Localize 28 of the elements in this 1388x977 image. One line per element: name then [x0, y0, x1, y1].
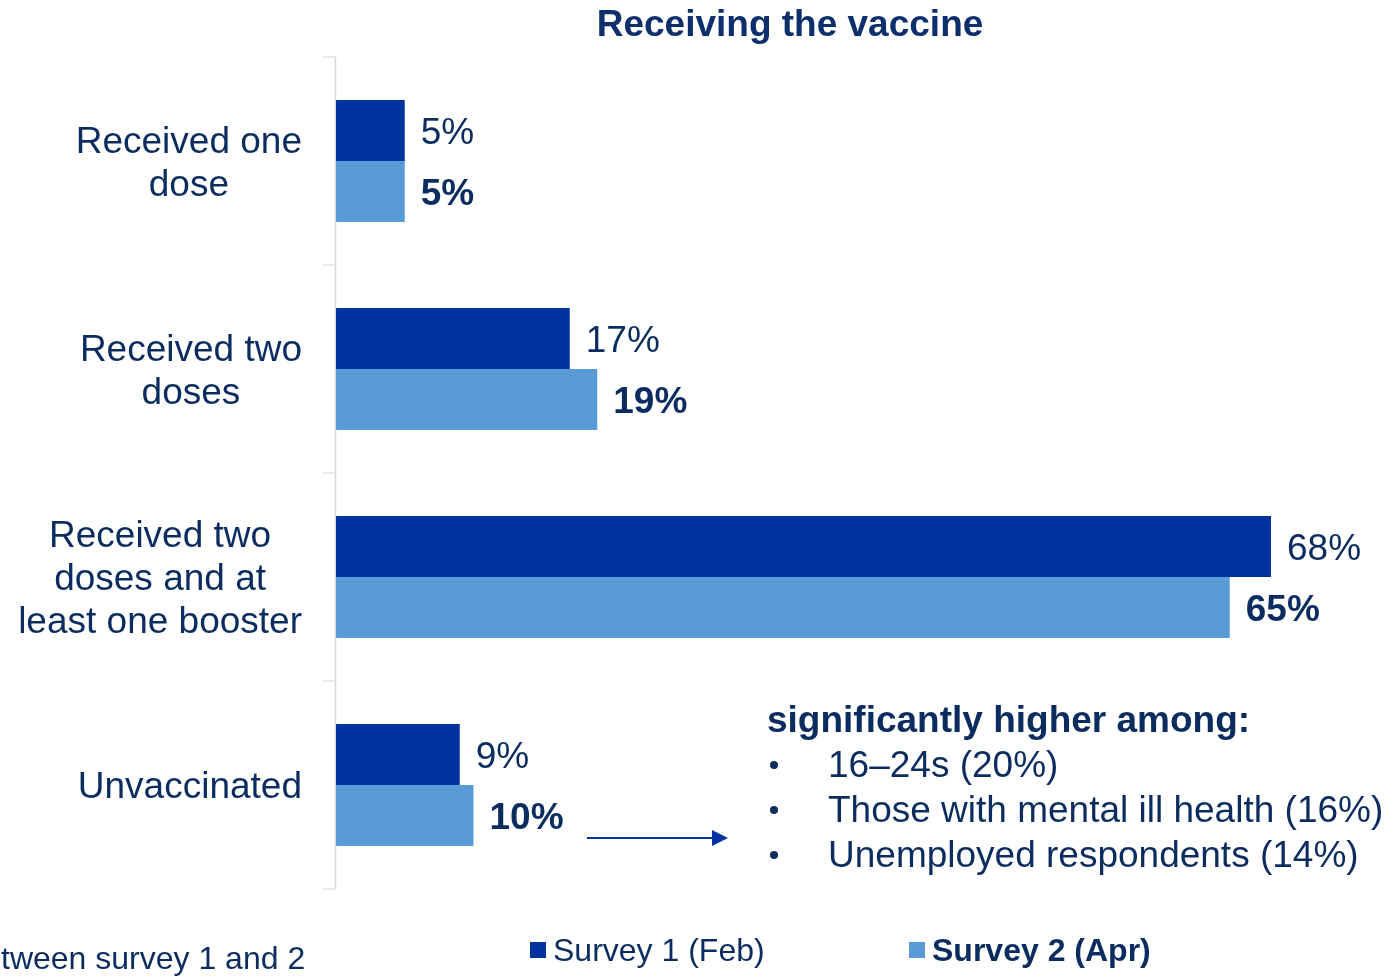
annotation: Those with mental ill health (16%) [828, 789, 1384, 830]
chart-title: Receiving the vaccine [596, 3, 984, 44]
bar [336, 161, 405, 222]
text: tween survey 1 and 2 [1, 940, 306, 976]
annotation: 16–24s (20%) [828, 744, 1059, 785]
data-label: 17% [585, 318, 660, 360]
data-label: 5% [420, 171, 475, 213]
bar [336, 785, 474, 846]
bar [336, 100, 405, 161]
data-label: 19% [613, 379, 688, 421]
legend-label: Survey 1 (Feb) [553, 932, 765, 968]
data-label: 9% [475, 734, 530, 776]
bar [336, 369, 598, 430]
annotation: significantly higher among: [767, 699, 1251, 740]
legend-label: Survey 2 (Apr) [932, 932, 1151, 968]
y-tick-label: Unvaccinated [77, 765, 302, 806]
bar [336, 577, 1230, 638]
y-tick-label: Received two doses and at least one booster [18, 514, 302, 641]
bar [336, 724, 460, 785]
y-tick-label: Received one dose [75, 119, 302, 204]
data-label: 65% [1245, 587, 1320, 629]
y-tick-label: Received two doses [79, 327, 302, 412]
data-label: 5% [420, 110, 475, 152]
annotation: Unemployed respondents (14%) [828, 834, 1359, 875]
data-label: 10% [489, 795, 564, 837]
data-label: 68% [1287, 526, 1362, 568]
bar [336, 516, 1271, 577]
bar [336, 308, 570, 369]
